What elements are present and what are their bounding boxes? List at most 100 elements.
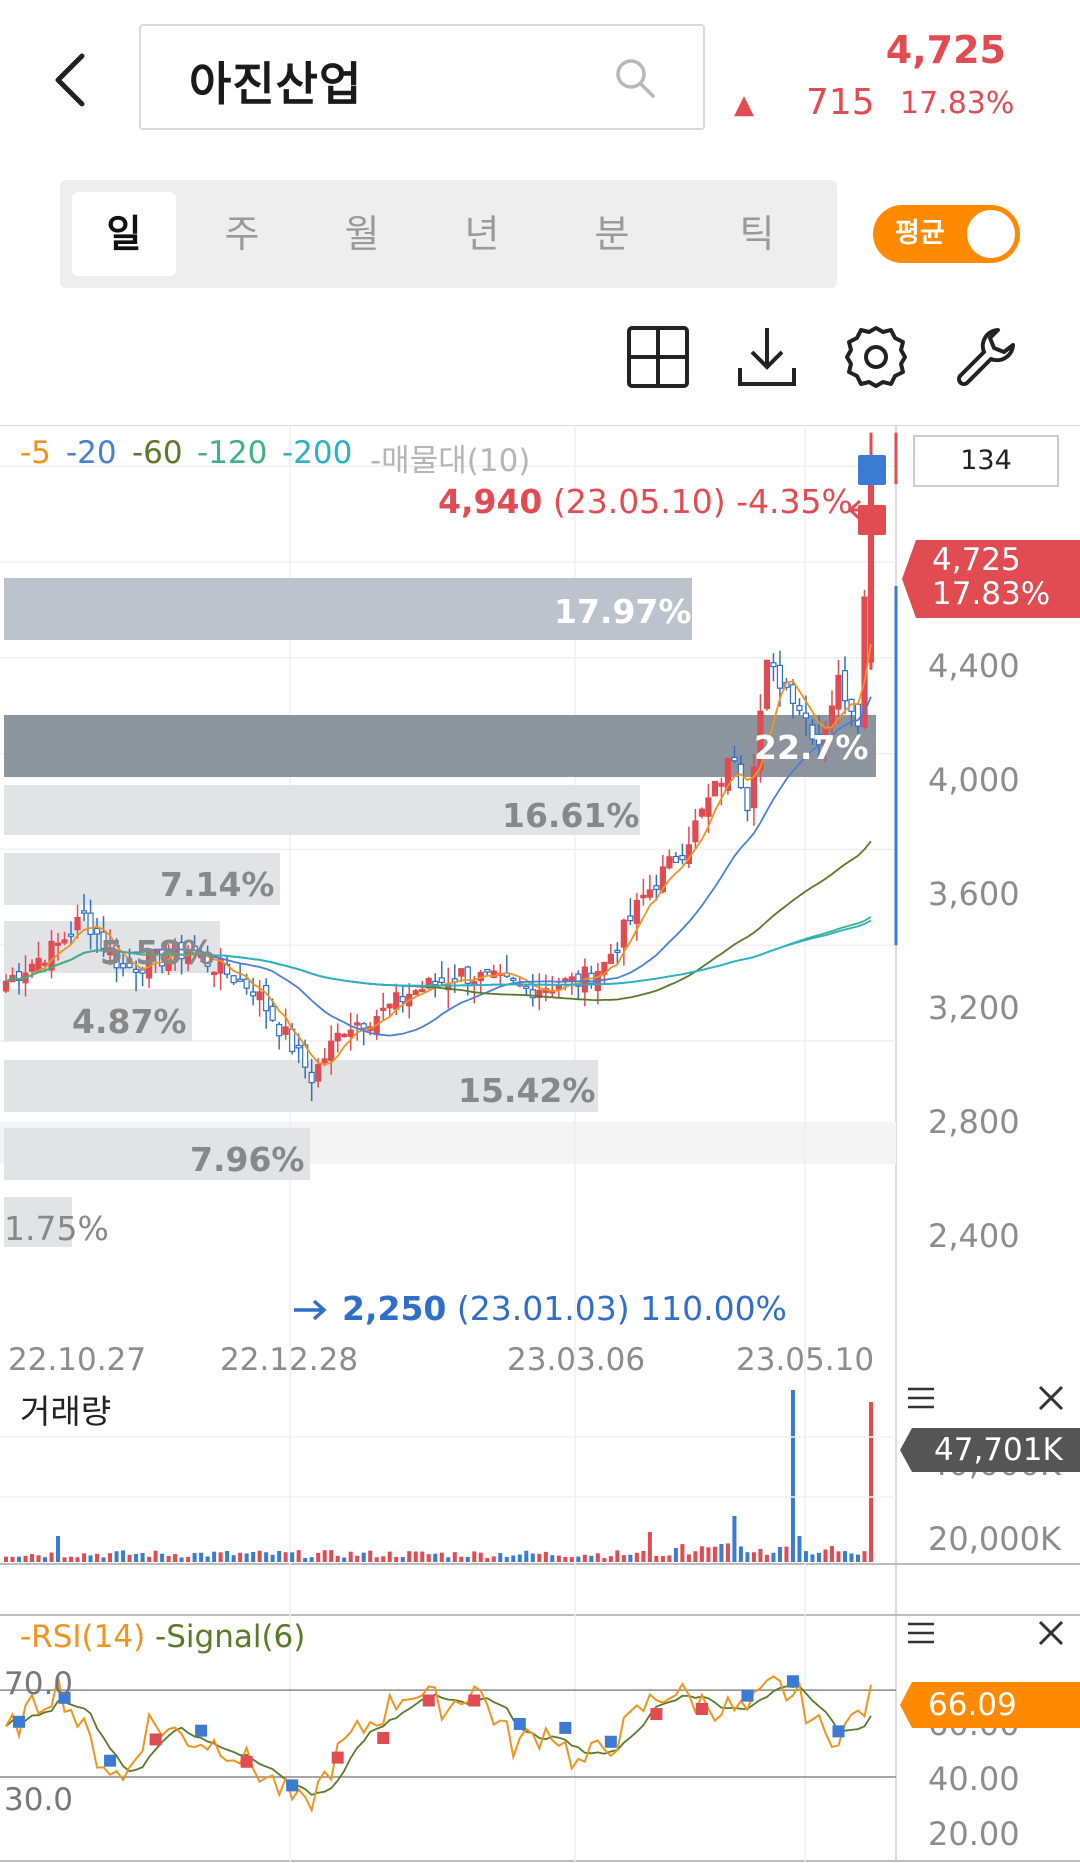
volume-bar (491, 1556, 496, 1562)
volume-bar (134, 1553, 139, 1562)
menu-icon[interactable] (906, 1620, 936, 1646)
chart-canvas[interactable] (0, 425, 1080, 1863)
tab-month[interactable]: 월 (344, 212, 380, 256)
y-axis-tick: 3,200 (928, 989, 1020, 1027)
tab-year[interactable]: 년 (464, 212, 500, 256)
volume-bar (797, 1536, 802, 1562)
download-button[interactable] (732, 322, 802, 392)
volume-bar (342, 1557, 347, 1562)
rsi-sell-marker (832, 1725, 845, 1738)
candle-body (750, 766, 758, 809)
candle-body (211, 971, 218, 976)
close-icon[interactable] (1036, 1618, 1066, 1648)
volume-bar (647, 1532, 652, 1562)
candle-body (718, 782, 725, 787)
volume-bar (218, 1552, 223, 1562)
candle-body (575, 973, 582, 987)
candle-body (354, 1022, 361, 1026)
candle-body (731, 756, 738, 762)
volume-bar (400, 1557, 405, 1562)
volume-bar (257, 1550, 262, 1562)
rsi-y-tick: 20.00 (928, 1815, 1020, 1853)
candle-body (250, 991, 257, 997)
volume-profile-label: 1.75% (4, 1209, 109, 1248)
ma200-line (201, 919, 872, 987)
price-tag-shape (902, 540, 1080, 618)
volume-bar (803, 1551, 808, 1562)
volume-bar (290, 1552, 295, 1562)
volume-bar (387, 1551, 392, 1562)
volume-bar (498, 1553, 503, 1562)
candle-body (35, 957, 42, 972)
volume-bar (465, 1556, 470, 1562)
candle-body (490, 970, 497, 978)
average-toggle[interactable]: 평균 (873, 205, 1020, 263)
x-axis-tick: 22.12.28 (220, 1342, 359, 1378)
volume-bar (277, 1551, 282, 1562)
close-icon[interactable] (1036, 1383, 1066, 1413)
volume-bar (160, 1553, 165, 1562)
volume-bar (108, 1553, 113, 1562)
candle-body (854, 703, 862, 727)
volume-bar (816, 1552, 821, 1562)
volume-bar (205, 1556, 210, 1562)
volume-bar (439, 1552, 444, 1562)
candle-body (666, 856, 673, 869)
candle-body (178, 941, 185, 960)
volume-bar (95, 1553, 100, 1562)
candle-body (796, 705, 803, 712)
y-axis-tick: 4,400 (928, 647, 1020, 685)
settings-button[interactable] (841, 322, 911, 392)
candle-body (633, 899, 640, 925)
candle-body (341, 1033, 348, 1038)
volume-bar (472, 1551, 477, 1562)
volume-bar (335, 1555, 340, 1562)
menu-icon[interactable] (906, 1385, 936, 1411)
tools-button[interactable] (950, 322, 1020, 392)
volume-profile-label: 5.58% (100, 933, 215, 972)
volume-profile-bar (4, 853, 280, 905)
candle-body (757, 710, 764, 771)
stock-chart[interactable]: -5 -20 -60 -120 -200 -매물대(10) 134 4,940 … (0, 425, 1080, 1863)
candle-body (243, 978, 250, 989)
volume-bar (186, 1557, 191, 1562)
volume-bar (69, 1556, 74, 1562)
candle-body (269, 1005, 276, 1021)
candle-body (607, 953, 614, 964)
volume-bar (725, 1543, 730, 1562)
period-count-box[interactable]: 134 (913, 435, 1059, 487)
volume-bar (751, 1552, 756, 1562)
volume-bar (10, 1556, 15, 1562)
candle-body (230, 975, 237, 984)
volume-bar (49, 1552, 54, 1562)
rsi-sell-marker (559, 1721, 572, 1734)
y-axis-tick: 2,800 (928, 1103, 1020, 1141)
candle-body (861, 596, 868, 728)
volume-bar (569, 1557, 574, 1562)
layout-button[interactable] (623, 322, 693, 392)
tab-tick[interactable]: 틱 (739, 212, 775, 256)
current-price-tag-value: 4,725 (932, 542, 1021, 578)
rsi-buy-marker (650, 1708, 663, 1721)
candle-body (640, 894, 647, 899)
tab-week[interactable]: 주 (224, 212, 260, 256)
y-axis-tick: 3,600 (928, 875, 1020, 913)
tab-minute[interactable]: 분 (594, 212, 630, 256)
tab-day[interactable]: 일 (72, 192, 176, 276)
candle-body (237, 978, 244, 982)
ma60-legend: -60 (132, 435, 183, 471)
candle-body (334, 1032, 341, 1042)
volume-bar (758, 1549, 763, 1562)
volume-profile-label: 15.42% (458, 1071, 596, 1110)
back-button[interactable] (46, 44, 98, 116)
volume-bar (790, 1390, 795, 1562)
stock-search-box[interactable]: 아진산업 (139, 24, 705, 130)
candle-body (523, 985, 530, 989)
arrow-right-icon (294, 1299, 327, 1321)
rsi-sell-marker (13, 1715, 26, 1728)
candle-body (698, 808, 706, 817)
search-icon[interactable] (613, 56, 657, 100)
volume-bar (712, 1546, 717, 1562)
candle-body (87, 912, 94, 935)
candle-body (614, 949, 621, 953)
